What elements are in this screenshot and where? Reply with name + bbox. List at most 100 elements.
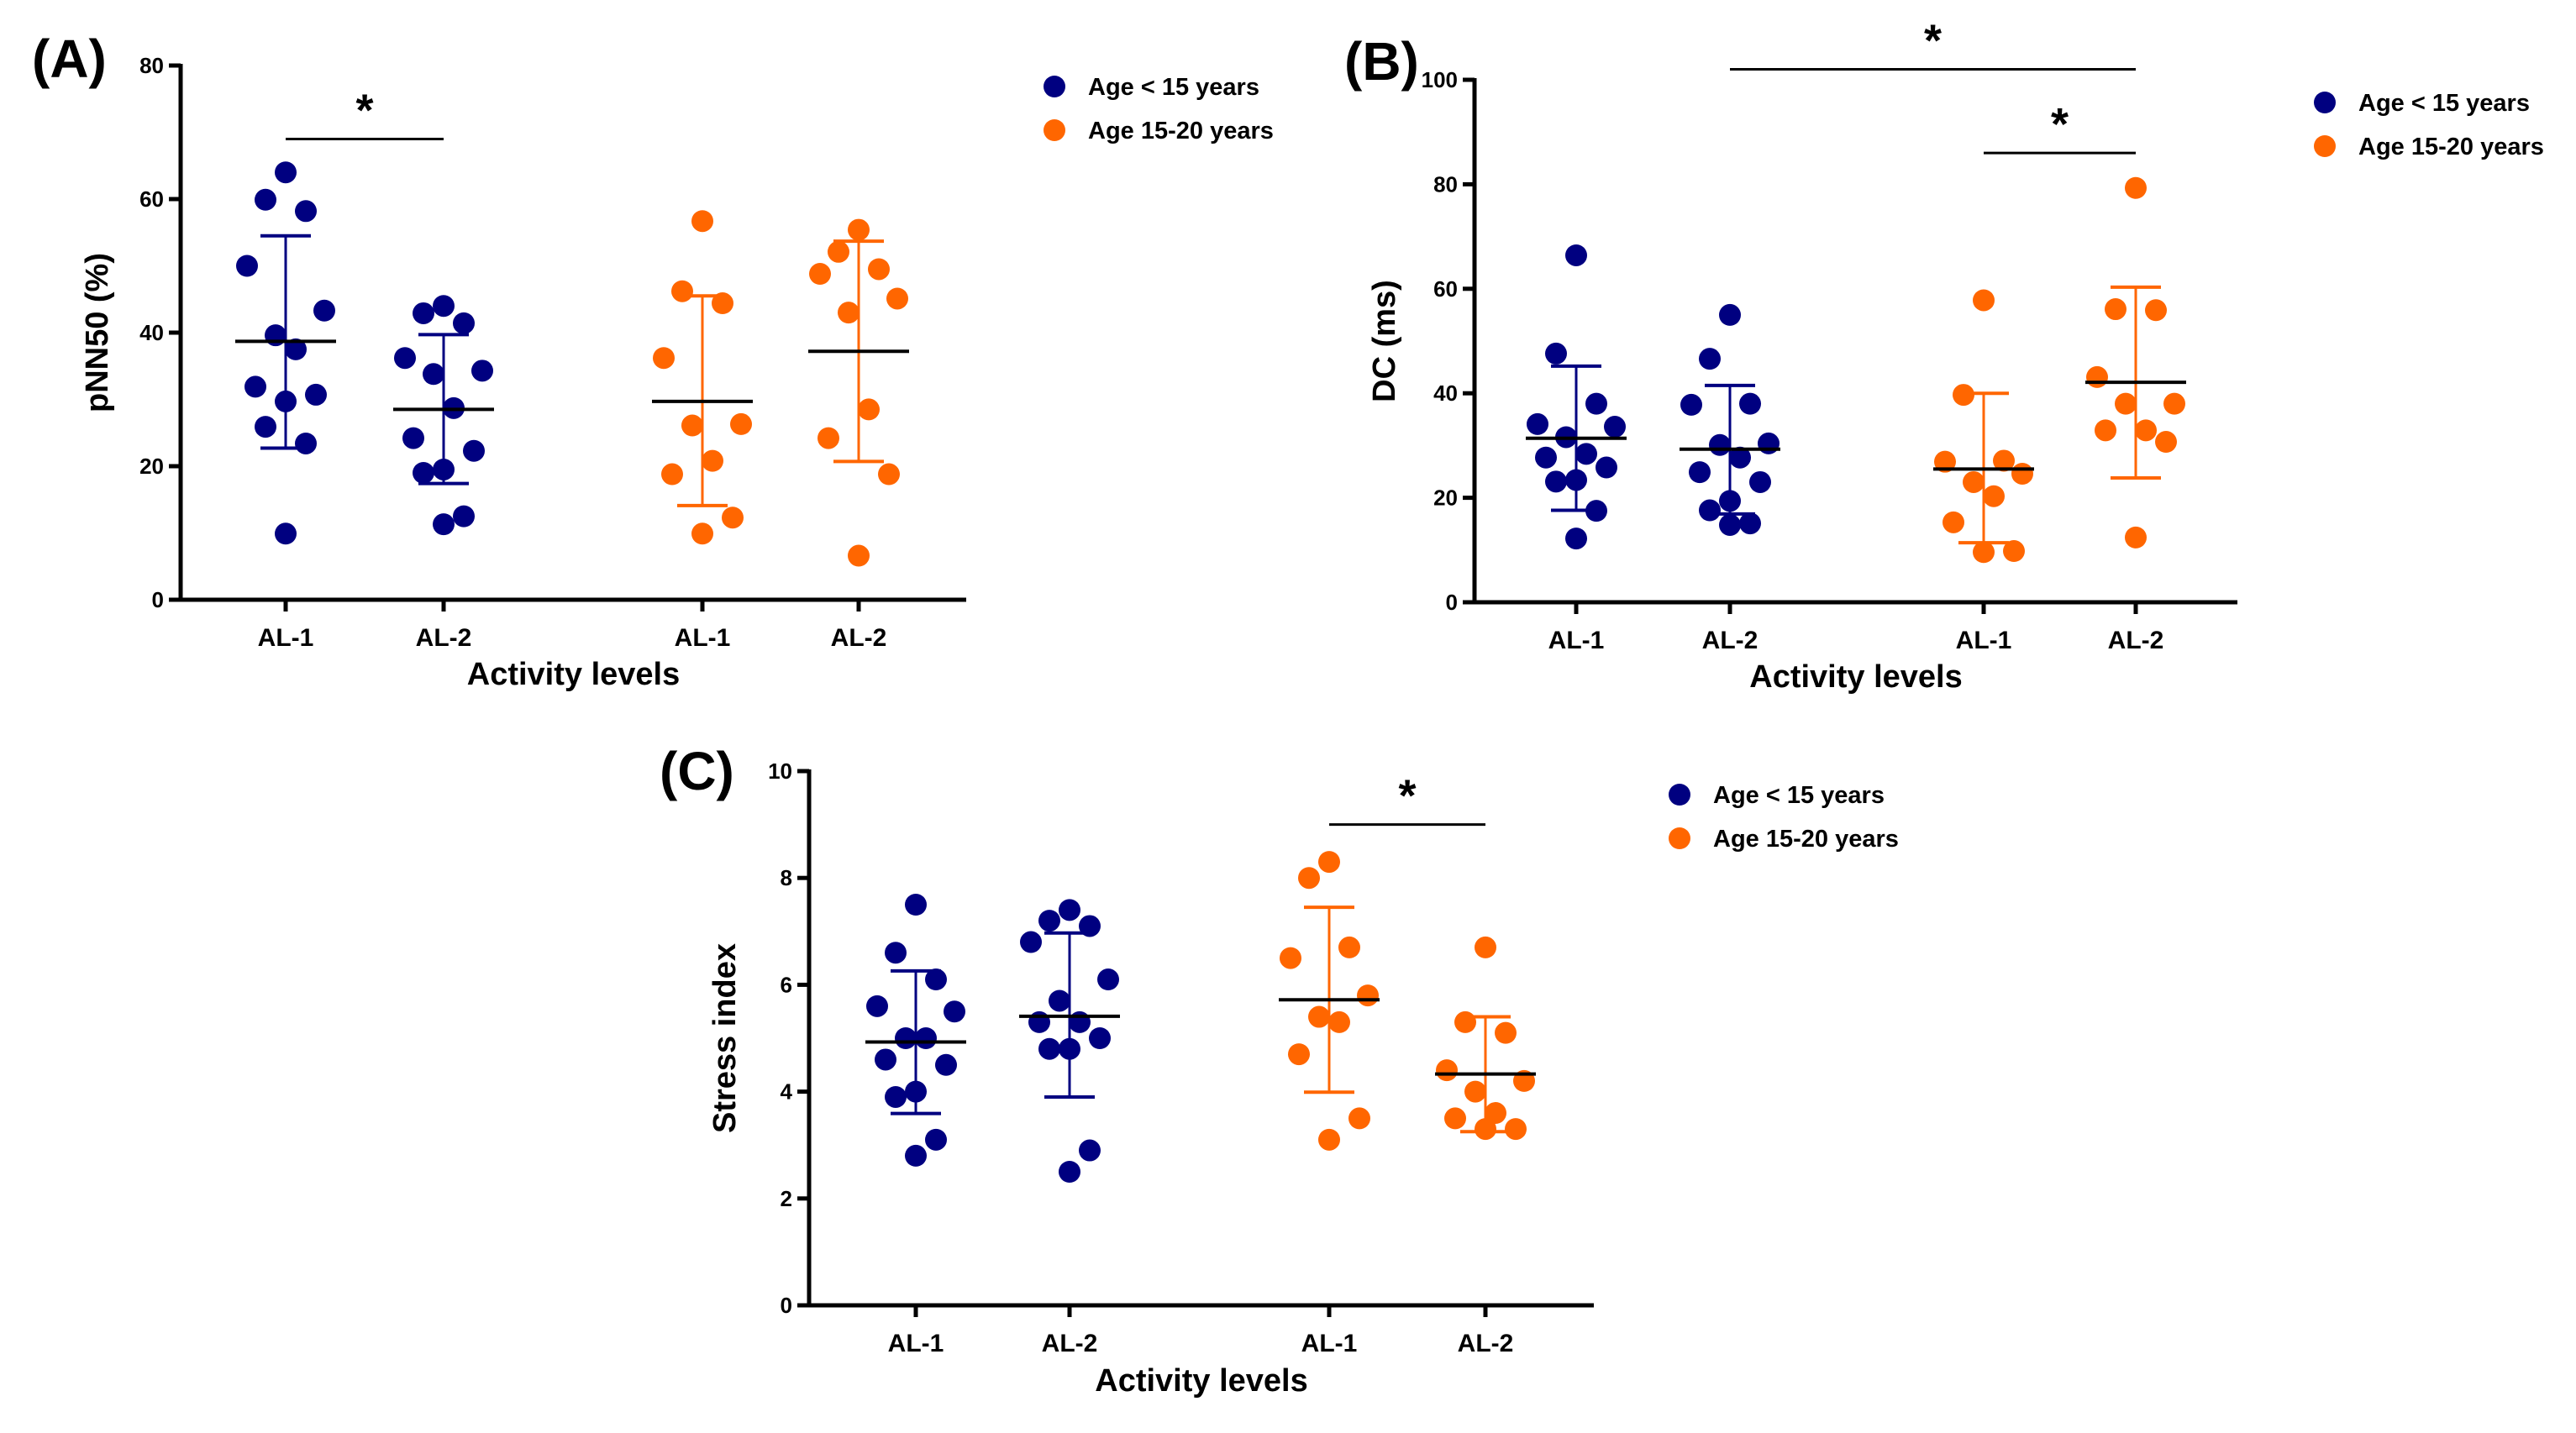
data-point — [1059, 1037, 1080, 1060]
x-tick-label: AL-2 — [1042, 1330, 1098, 1357]
data-point — [423, 363, 444, 386]
data-point — [1758, 432, 1780, 454]
data-point — [905, 1144, 927, 1167]
panel-b: (B) 0 20 40 60 80 100 AL-1 AL-2 AL-1 AL-2 Activity … — [1344, 16, 2544, 695]
panel-c: (C) 0 2 4 6 8 10 AL-1 AL-2 AL-1 AL-2 Activity level… — [660, 741, 1899, 1399]
data-point — [1739, 512, 1761, 535]
y-tick-label: 4 — [781, 1079, 793, 1105]
x-tick-label: AL-1 — [1548, 627, 1605, 654]
x-tick-label: AL-2 — [1702, 627, 1759, 654]
data-point — [2086, 365, 2108, 388]
data-point — [817, 427, 839, 449]
legend-marker — [1669, 827, 1690, 849]
data-point — [1357, 984, 1379, 1007]
data-point — [2105, 298, 2127, 321]
data-point — [1545, 342, 1567, 365]
data-point — [1719, 303, 1741, 326]
data-point — [453, 505, 475, 528]
data-point — [671, 280, 693, 302]
data-point — [1475, 936, 1496, 958]
data-point — [413, 302, 434, 324]
data-point — [1444, 1107, 1466, 1130]
x-tick-label: AL-2 — [2108, 627, 2164, 654]
data-point — [2095, 419, 2116, 442]
data-point — [712, 292, 733, 315]
data-point — [313, 299, 335, 322]
data-point — [1464, 1080, 1486, 1103]
panel-label: (A) — [32, 29, 107, 89]
data-point — [2145, 299, 2167, 322]
data-point — [1575, 443, 1597, 465]
x-axis-title: Activity levels — [1749, 659, 1962, 695]
data-point — [1059, 1161, 1080, 1183]
data-point — [858, 398, 880, 421]
legend-label: Age 15-20 years — [1088, 118, 1274, 144]
panel-label: (C) — [660, 741, 734, 801]
data-point — [433, 458, 455, 480]
data-point — [1565, 528, 1587, 550]
data-point — [295, 432, 317, 454]
data-point — [236, 255, 258, 277]
y-axis-title: Stress index — [707, 943, 743, 1133]
panel-a: (A) 0 20 40 60 80 AL-1 AL-2 AL-1 AL-2 Activity lev… — [32, 29, 1274, 692]
data-point — [1680, 393, 1702, 416]
data-point — [1049, 989, 1070, 1012]
data-point — [1749, 470, 1771, 493]
data-point — [681, 414, 703, 437]
data-point — [925, 968, 947, 991]
y-tick-label: 80 — [1433, 171, 1458, 197]
data-point — [1545, 470, 1567, 493]
data-point — [453, 312, 475, 334]
data-group — [235, 161, 336, 545]
data-point — [878, 463, 900, 486]
data-group — [1019, 899, 1120, 1183]
y-tick-label: 40 — [139, 320, 164, 345]
y-tick-label: 0 — [1446, 590, 1458, 615]
y-tick-label: 8 — [781, 865, 792, 890]
y-tick-label: 2 — [781, 1186, 792, 1211]
data-point — [848, 544, 870, 567]
panel-label: (B) — [1344, 31, 1419, 92]
data-point — [1585, 392, 1607, 415]
data-point — [905, 894, 927, 916]
data-point — [285, 338, 307, 360]
data-point — [1993, 449, 2015, 472]
data-point — [653, 347, 675, 370]
data-point — [433, 513, 455, 536]
legend-marker — [1669, 784, 1690, 806]
data-point — [2135, 419, 2157, 442]
data-point — [1739, 392, 1761, 415]
data-point — [905, 1080, 927, 1103]
data-point — [2163, 392, 2185, 415]
y-tick-label: 60 — [1433, 276, 1458, 302]
data-point — [885, 942, 907, 964]
y-tick-label: 6 — [781, 972, 792, 997]
y-axis-title: pNN50 (%) — [80, 253, 115, 412]
data-point — [1953, 384, 1974, 407]
data-group — [652, 210, 753, 545]
data-point — [1436, 1059, 1458, 1082]
data-point — [875, 1048, 896, 1071]
legend: Age < 15 years Age 15-20 years — [2314, 90, 2544, 160]
data-point — [2115, 392, 2137, 415]
legend-label: Age 15-20 years — [1713, 826, 1899, 853]
y-tick-label: 100 — [1422, 67, 1458, 92]
data-point — [255, 188, 276, 211]
data-point — [702, 449, 723, 472]
data-point — [1535, 446, 1557, 469]
x-tick-label: AL-2 — [416, 624, 472, 652]
data-point — [1699, 348, 1721, 370]
data-point — [1495, 1021, 1517, 1044]
data-point — [925, 1128, 947, 1151]
data-group — [808, 218, 909, 567]
data-point — [1973, 541, 1995, 564]
x-tick-label: AL-1 — [1301, 1330, 1358, 1357]
data-group — [393, 295, 494, 536]
data-point — [471, 360, 493, 382]
data-point — [1565, 244, 1587, 266]
data-point — [2125, 176, 2147, 199]
data-point — [1729, 446, 1751, 469]
data-point — [722, 507, 744, 529]
data-point — [1699, 499, 1721, 522]
data-point — [1943, 511, 1964, 533]
